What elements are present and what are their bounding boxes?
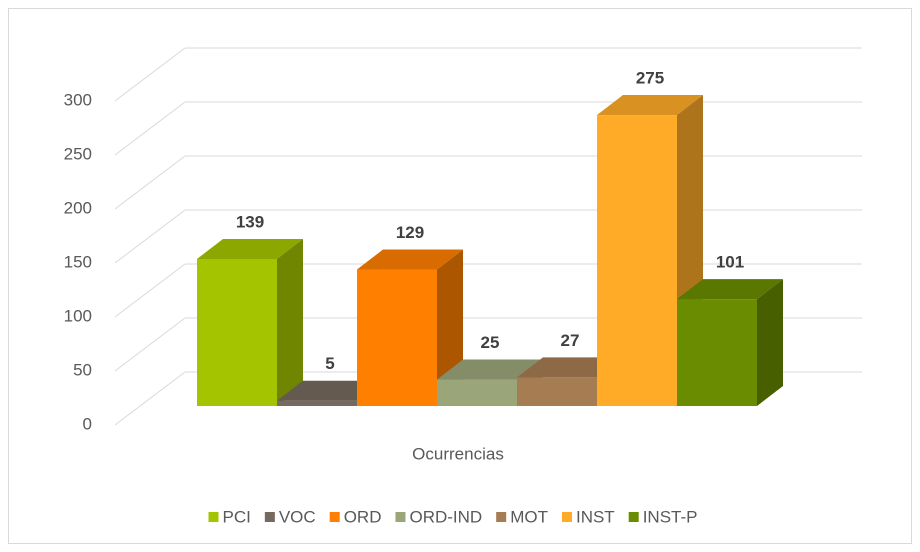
data-label: 139 [236, 212, 264, 231]
bar-front [197, 258, 277, 406]
bar-top [517, 357, 623, 378]
bar-top [277, 380, 383, 401]
y-tick-label: 300 [64, 90, 92, 109]
bar-top [677, 279, 783, 300]
legend-label: ORD-IND [409, 507, 482, 526]
legend-swatch [561, 512, 572, 522]
legend-swatch [329, 512, 340, 522]
grid-line [114, 47, 186, 102]
legend-swatch [496, 512, 507, 522]
data-label: 129 [396, 223, 424, 242]
grid-line [114, 155, 186, 210]
data-label: 101 [716, 253, 744, 272]
bar-front [597, 115, 677, 407]
data-label: 25 [481, 333, 500, 352]
legend-swatch [264, 512, 275, 522]
legend-swatch [628, 512, 639, 522]
grid-line [114, 101, 186, 156]
legend-label: PCI [223, 507, 251, 526]
y-tick-label: 0 [83, 414, 92, 433]
legend-swatch [208, 512, 219, 522]
bar-front [437, 379, 517, 406]
x-tick-label: Ocurrencias [412, 444, 504, 463]
y-tick-label: 250 [64, 144, 92, 163]
bar-front [277, 400, 357, 406]
y-tick-label: 100 [64, 306, 92, 325]
y-tick-label: 200 [64, 198, 92, 217]
legend-swatch [395, 512, 406, 522]
bar-side [757, 279, 783, 406]
bar-front [357, 269, 437, 406]
bar-side [277, 238, 303, 406]
bar-front [517, 377, 597, 406]
legend-label: INST [576, 507, 615, 526]
grid-line [114, 317, 186, 372]
data-label: 5 [325, 354, 334, 373]
grid-line [114, 263, 186, 318]
grid-line [114, 209, 186, 264]
bar-front [677, 299, 757, 406]
data-label: 275 [636, 69, 664, 88]
bar-top [437, 359, 543, 380]
y-tick-label: 50 [73, 360, 92, 379]
bar-top [197, 238, 303, 259]
legend-label: INST-P [643, 507, 698, 526]
bar-top [357, 249, 463, 270]
legend-label: VOC [279, 507, 316, 526]
legend-label: MOT [510, 507, 548, 526]
grid-line [114, 371, 186, 426]
legend-label: ORD [344, 507, 382, 526]
bar-top [597, 95, 703, 116]
y-tick-label: 150 [64, 252, 92, 271]
data-label: 27 [561, 331, 580, 350]
